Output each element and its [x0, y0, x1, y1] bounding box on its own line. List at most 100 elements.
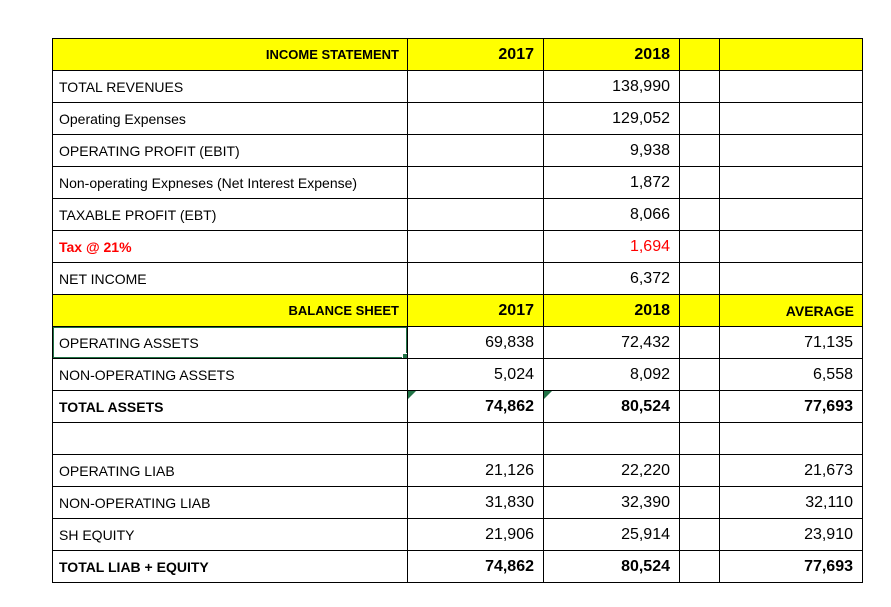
row-label-cell[interactable]: SH EQUITY: [52, 518, 408, 551]
empty-cell[interactable]: [679, 166, 720, 199]
value-cell-2018[interactable]: 138,990: [543, 70, 680, 103]
income-statement-title-cell[interactable]: INCOME STATEMENT: [52, 38, 408, 71]
income-year-2017-header-cell[interactable]: 2017: [407, 38, 544, 71]
row-label-cell[interactable]: TOTAL ASSETS: [52, 390, 408, 423]
empty-cell[interactable]: [679, 390, 720, 423]
balance-average-header-cell[interactable]: AVERAGE: [719, 294, 863, 327]
row-label-cell[interactable]: OPERATING LIAB: [52, 454, 408, 487]
empty-cell[interactable]: [679, 198, 720, 231]
empty-cell[interactable]: [719, 230, 863, 263]
value-cell-2017[interactable]: 74,862: [407, 550, 544, 583]
income-year-2018-header-cell[interactable]: 2018: [543, 38, 680, 71]
balance-year-2018-header-cell[interactable]: 2018: [543, 294, 680, 327]
cell-value: 80,524: [621, 397, 670, 415]
value-cell-2017[interactable]: [407, 166, 544, 199]
value-cell-2017[interactable]: 69,838: [407, 326, 544, 359]
balance-row-operating-assets: OPERATING ASSETS 69,838 72,432 71,135: [52, 326, 863, 359]
value-cell-2017[interactable]: 21,906: [407, 518, 544, 551]
empty-cell[interactable]: [719, 198, 863, 231]
balance-row-sh-equity: SH EQUITY 21,906 25,914 23,910: [52, 518, 863, 551]
value-cell-2017[interactable]: [407, 134, 544, 167]
value-cell-2017[interactable]: [407, 262, 544, 295]
income-empty-header-cell[interactable]: [719, 38, 863, 71]
empty-cell[interactable]: [679, 358, 720, 391]
income-empty-header-cell[interactable]: [679, 38, 720, 71]
value-cell-average[interactable]: 21,673: [719, 454, 863, 487]
value-cell-2017[interactable]: [407, 70, 544, 103]
row-label: OPERATING ASSETS: [59, 334, 199, 351]
empty-cell[interactable]: [679, 422, 720, 455]
row-label-cell[interactable]: TAXABLE PROFIT (EBT): [52, 198, 408, 231]
empty-cell[interactable]: [679, 550, 720, 583]
value-cell-2017[interactable]: [407, 102, 544, 135]
row-label-cell[interactable]: TOTAL LIAB + EQUITY: [52, 550, 408, 583]
value-cell-2018[interactable]: 32,390: [543, 486, 680, 519]
empty-cell[interactable]: [719, 262, 863, 295]
row-label-cell[interactable]: OPERATING PROFIT (EBIT): [52, 134, 408, 167]
empty-cell[interactable]: [543, 422, 680, 455]
value-cell-average[interactable]: 32,110: [719, 486, 863, 519]
value-cell-2018[interactable]: 22,220: [543, 454, 680, 487]
row-label-cell[interactable]: TOTAL REVENUES: [52, 70, 408, 103]
value-cell-2018[interactable]: 8,066: [543, 198, 680, 231]
empty-cell[interactable]: [719, 102, 863, 135]
empty-cell[interactable]: [679, 230, 720, 263]
value-cell-2018[interactable]: 6,372: [543, 262, 680, 295]
income-row-tax: Tax @ 21% 1,694: [52, 230, 863, 263]
value-cell-average[interactable]: 6,558: [719, 358, 863, 391]
value-cell-2018[interactable]: 25,914: [543, 518, 680, 551]
value-cell-2017[interactable]: 31,830: [407, 486, 544, 519]
balance-empty-header-cell[interactable]: [679, 294, 720, 327]
value-cell-2017[interactable]: 74,862: [407, 390, 544, 423]
balance-row-non-operating-assets: NON-OPERATING ASSETS 5,024 8,092 6,558: [52, 358, 863, 391]
empty-cell[interactable]: [52, 422, 408, 455]
empty-cell[interactable]: [719, 134, 863, 167]
value-cell-average[interactable]: 71,135: [719, 326, 863, 359]
financial-statements-table: INCOME STATEMENT 2017 2018 TOTAL REVENUE…: [52, 38, 863, 583]
value-cell-2017[interactable]: 21,126: [407, 454, 544, 487]
value-cell-2017[interactable]: [407, 230, 544, 263]
empty-cell[interactable]: [719, 422, 863, 455]
empty-cell[interactable]: [679, 102, 720, 135]
value-cell-2018[interactable]: 1,694: [543, 230, 680, 263]
value-cell-average[interactable]: 77,693: [719, 390, 863, 423]
row-label-cell[interactable]: NON-OPERATING ASSETS: [52, 358, 408, 391]
empty-cell[interactable]: [679, 486, 720, 519]
row-label-cell[interactable]: Non-operating Expneses (Net Interest Exp…: [52, 166, 408, 199]
row-label-cell[interactable]: Operating Expenses: [52, 102, 408, 135]
empty-cell[interactable]: [679, 326, 720, 359]
empty-cell[interactable]: [679, 518, 720, 551]
value-cell-2018[interactable]: 1,872: [543, 166, 680, 199]
value-cell-2018[interactable]: 80,524: [543, 550, 680, 583]
value-cell-2017[interactable]: 5,024: [407, 358, 544, 391]
error-flag-icon: [544, 391, 552, 399]
empty-cell[interactable]: [719, 70, 863, 103]
balance-sheet-title-cell[interactable]: BALANCE SHEET: [52, 294, 408, 327]
empty-cell[interactable]: [407, 422, 544, 455]
income-row-operating-profit: OPERATING PROFIT (EBIT) 9,938: [52, 134, 863, 167]
balance-row-total-liab-equity: TOTAL LIAB + EQUITY 74,862 80,524 77,693: [52, 550, 863, 583]
balance-year-2017-header-cell[interactable]: 2017: [407, 294, 544, 327]
income-statement-header-row: INCOME STATEMENT 2017 2018: [52, 38, 863, 71]
value-cell-2017[interactable]: [407, 198, 544, 231]
income-row-operating-expenses: Operating Expenses 129,052: [52, 102, 863, 135]
empty-cell[interactable]: [679, 70, 720, 103]
empty-cell[interactable]: [679, 454, 720, 487]
empty-cell[interactable]: [679, 134, 720, 167]
empty-cell[interactable]: [719, 166, 863, 199]
value-cell-average[interactable]: 23,910: [719, 518, 863, 551]
value-cell-2018[interactable]: 72,432: [543, 326, 680, 359]
income-row-taxable-profit: TAXABLE PROFIT (EBT) 8,066: [52, 198, 863, 231]
selected-cell[interactable]: OPERATING ASSETS: [52, 326, 408, 359]
fill-handle[interactable]: [402, 353, 407, 358]
row-label-cell[interactable]: NON-OPERATING LIAB: [52, 486, 408, 519]
value-cell-2018[interactable]: 129,052: [543, 102, 680, 135]
row-label-cell[interactable]: NET INCOME: [52, 262, 408, 295]
value-cell-2018[interactable]: 80,524: [543, 390, 680, 423]
value-cell-2018[interactable]: 8,092: [543, 358, 680, 391]
value-cell-average[interactable]: 77,693: [719, 550, 863, 583]
row-label-cell[interactable]: Tax @ 21%: [52, 230, 408, 263]
value-cell-2018[interactable]: 9,938: [543, 134, 680, 167]
empty-cell[interactable]: [679, 262, 720, 295]
balance-sheet-header-row: BALANCE SHEET 2017 2018 AVERAGE: [52, 294, 863, 327]
